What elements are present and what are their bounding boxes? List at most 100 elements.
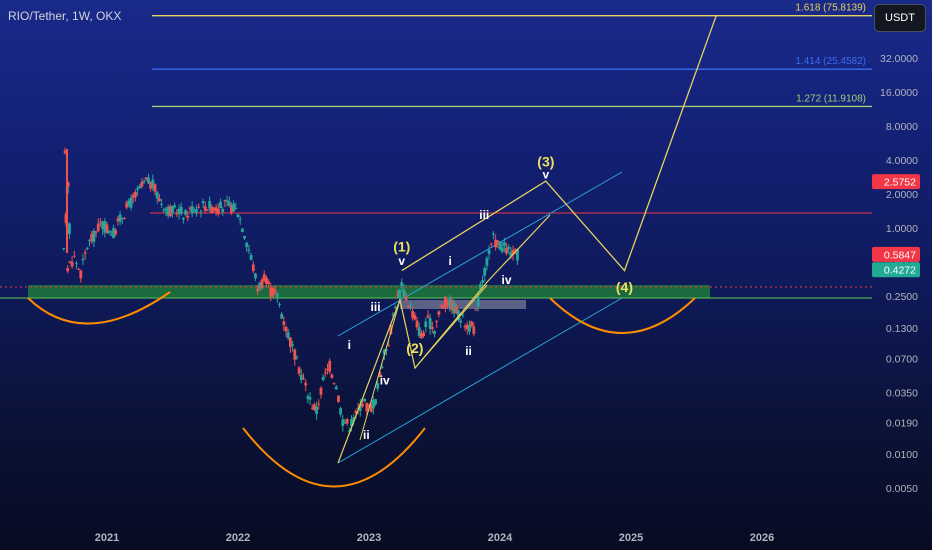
candle-body <box>212 207 216 211</box>
channel-upper <box>337 171 623 337</box>
candle-body <box>68 261 72 263</box>
candle-body <box>308 397 312 400</box>
candle-body <box>125 202 129 208</box>
candle-body <box>400 282 404 286</box>
candle-body <box>85 247 89 249</box>
candle-body <box>444 296 447 307</box>
fib-level-label: 1.618 (75.8139) <box>795 3 866 14</box>
candle-body <box>238 218 242 220</box>
candle-body <box>291 344 294 346</box>
candle-body <box>437 311 441 315</box>
price-tick-label: 0.0100 <box>886 449 918 461</box>
candle-body <box>219 201 222 209</box>
candle-body <box>334 386 338 390</box>
candle-body <box>197 206 201 208</box>
candle-body <box>103 220 107 233</box>
candle-body <box>376 383 380 389</box>
candle-body <box>446 301 449 305</box>
candle-body <box>140 181 144 187</box>
candle-body <box>470 321 474 327</box>
candle-body <box>175 212 179 215</box>
candle-body <box>158 198 161 202</box>
candle-body <box>182 217 185 220</box>
candle-body <box>502 242 506 247</box>
candle-body <box>476 296 480 307</box>
wave-label: ii <box>465 344 472 358</box>
candle-body <box>413 314 417 320</box>
candle-body <box>424 321 428 328</box>
candle-body <box>494 239 498 248</box>
price-tick-label: 2.0000 <box>886 189 918 201</box>
candle-body <box>452 303 456 314</box>
candle-body <box>430 326 434 330</box>
candle-body <box>118 214 122 222</box>
candle-body <box>284 326 288 332</box>
time-tick-label: 2026 <box>750 532 774 544</box>
candle-body <box>280 313 284 319</box>
support-zone <box>28 285 710 298</box>
candle-body <box>411 310 415 319</box>
candle-body <box>208 201 212 209</box>
candle-body <box>478 284 482 290</box>
candle-body <box>210 206 214 214</box>
currency-button[interactable]: USDT <box>874 4 926 32</box>
time-tick-label: 2023 <box>357 532 381 544</box>
candle-body <box>81 258 85 261</box>
candle-body <box>99 221 102 223</box>
candle-body <box>68 223 71 234</box>
candle-body <box>112 227 115 239</box>
candle-body <box>173 205 177 208</box>
candle-body <box>332 383 336 385</box>
price-tick-label: 0.1300 <box>886 323 918 335</box>
candle-body <box>225 200 229 203</box>
candle-body <box>186 215 190 218</box>
time-tick-label: 2021 <box>95 532 119 544</box>
candle-body <box>133 191 137 198</box>
candle-body <box>468 324 471 332</box>
candle-body <box>247 249 251 251</box>
candle-body <box>513 249 517 251</box>
candle-body <box>310 407 314 409</box>
candle-body <box>195 209 198 213</box>
candle-body <box>230 205 233 213</box>
candle-body <box>500 247 504 252</box>
candle-body <box>450 300 454 311</box>
candle-body <box>201 201 205 204</box>
candle-body <box>313 404 316 410</box>
time-tick-label: 2025 <box>619 532 643 544</box>
candle-body <box>164 208 168 210</box>
price-tick-label: 0.0050 <box>886 483 918 495</box>
candle-body <box>358 404 362 411</box>
candle-body <box>459 320 463 323</box>
candle-body <box>367 405 371 407</box>
candle-body <box>223 200 227 202</box>
candle-body <box>109 234 113 236</box>
price-tick-label: 1.0000 <box>886 223 918 235</box>
price-tag-bg <box>872 246 920 262</box>
arc-bottom <box>242 427 426 488</box>
candle-body <box>206 209 209 211</box>
candle-body <box>79 270 83 279</box>
candle-body <box>492 233 495 235</box>
price-tag-label: 2.5752 <box>884 177 916 189</box>
fib-level-label: 1.272 (11.9108) <box>796 93 866 104</box>
candle-body <box>216 208 220 215</box>
candle-body <box>114 230 118 235</box>
candles <box>62 147 519 436</box>
candle-body <box>315 406 318 414</box>
candle-body <box>380 366 384 368</box>
wave-label: iii <box>371 300 381 314</box>
wave-label: iv <box>380 374 390 388</box>
candle-body <box>428 317 432 329</box>
candle-body <box>101 221 105 229</box>
price-tick-label: 4.0000 <box>886 155 918 167</box>
price-tick-label: 32.0000 <box>880 53 918 65</box>
price-tag-bg <box>872 262 920 278</box>
candle-body <box>77 268 81 270</box>
candle-body <box>306 396 310 399</box>
candle-body <box>321 376 325 381</box>
wave-paths <box>337 15 717 464</box>
price-tags: 2.5752 0.5847 0.4272 <box>872 174 920 278</box>
